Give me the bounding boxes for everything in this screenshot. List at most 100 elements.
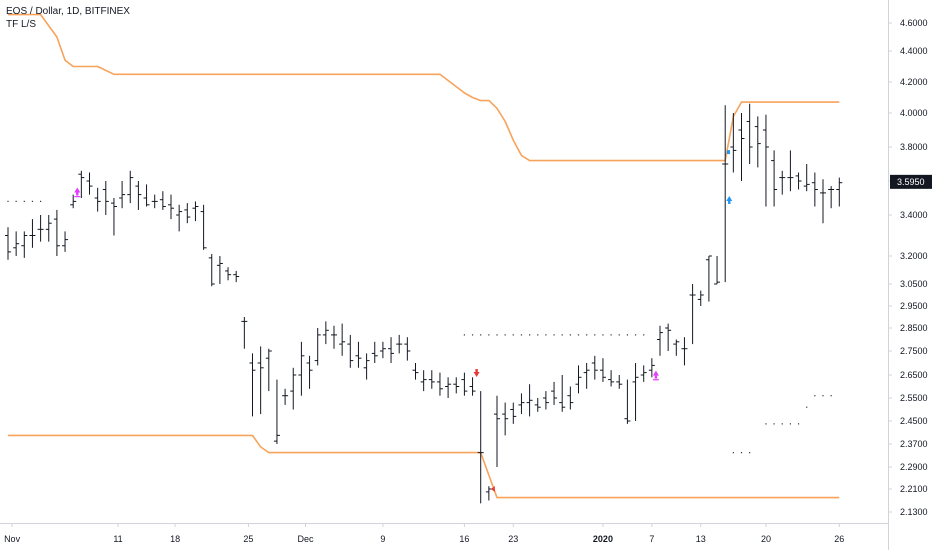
time-tick-label: 11 [113,534,122,544]
price-tick: 2.3700 [888,439,928,449]
time-tick: 2020 [593,523,613,544]
dot-marker [610,334,612,336]
ohlc-bar [445,377,452,398]
ohlc-bar [176,204,183,232]
time-tick: 9 [380,523,385,544]
ohlc-bar [143,184,150,207]
price-tick-label: 2.3700 [900,439,928,449]
price-axis[interactable]: 4.60004.40004.20004.00003.80003.60003.40… [888,18,928,517]
ohlc-bar [21,231,28,258]
time-tick: 26 [834,523,844,544]
ohlc-bar [453,377,460,394]
sell-arrow-head [473,372,480,377]
ohlc-bar [371,341,378,363]
indicator-label[interactable]: TF L/S [6,19,37,30]
price-tick-label: 2.8500 [900,323,928,333]
upper-stop-line [8,13,840,162]
dot-marker [765,423,767,425]
ohlc-bar [485,486,492,501]
ohlc-bar [241,317,248,349]
dot-marker [569,334,571,336]
long-signal-icon [726,196,733,204]
long-arrow-stem [728,201,731,204]
ohlc-bar [616,375,623,389]
last-price-label: 3.5950 [897,177,925,187]
dot-marker [626,334,628,336]
dot-marker [23,200,25,202]
ohlc-bar [811,172,818,207]
ohlc-bar [265,348,272,392]
ohlc-bar [151,194,158,209]
dot-marker [529,334,531,336]
ohlc-bar [542,391,549,410]
price-tick: 3.8000 [888,142,928,152]
ohlc-bar [673,339,680,356]
ohlc-bar [192,201,199,222]
dot-marker [512,334,514,336]
dot-marker [545,334,547,336]
sell-arrow-stem [475,369,478,372]
dot-marker [789,423,791,425]
price-tick-label: 2.7500 [900,346,928,356]
ohlc-bar [803,164,810,192]
ohlc-bar [494,395,500,467]
ohlc-bar [249,353,256,417]
price-tick: 2.5500 [888,393,928,403]
ohlc-bar [624,379,631,424]
time-tick-label: 23 [508,534,518,544]
time-tick: Nov [4,523,21,544]
ohlc-bar [461,372,468,396]
price-tick-label: 2.2900 [900,462,928,472]
time-tick-label: 25 [243,534,253,544]
price-tick: 3.0500 [888,279,928,289]
time-tick: 13 [696,523,706,544]
ohlc-bar [13,231,20,256]
ohlc-bar [640,365,647,382]
price-tick: 4.6000 [888,18,928,28]
price-tick: 2.2100 [888,484,928,494]
buy-arrow-head [74,187,81,193]
dot-marker [634,334,637,336]
time-tick: 20 [761,523,771,544]
price-tick: 2.9500 [888,301,928,311]
ohlc-bar [714,256,721,285]
time-tick-label: 16 [459,534,469,544]
price-tick-label: 4.4000 [900,46,928,56]
price-tick-label: 3.2000 [900,251,928,261]
price-tick-label: 2.5500 [900,393,928,403]
ohlc-bar [771,150,778,207]
ohlc-bar [559,375,566,412]
ohlc-bar [127,170,134,204]
dot-marker [806,406,808,408]
time-tick-label: 2020 [593,534,613,544]
ohlc-bar [526,384,533,417]
ohlc-bar [746,103,753,164]
ohlc-bar [257,346,264,415]
ohlc-bar [420,370,427,392]
ohlc-bar [282,388,289,405]
ohlc-bar [159,191,166,210]
buy-signal-icon [652,370,659,381]
ohlc-bar [200,204,207,250]
price-tick-label: 2.1300 [900,507,928,517]
dot-marker [781,423,783,425]
ohlc-bar [355,341,362,368]
ohlc-bar [828,186,835,209]
price-tick: 2.2900 [888,462,928,472]
dot-marker [814,395,816,397]
dot-marker [496,334,498,336]
ohlc-bar [37,215,44,242]
ohlc-bar [331,325,337,349]
price-tick-label: 4.0000 [900,108,928,118]
ohlc-bar [347,334,354,368]
time-tick: 16 [459,523,469,544]
ohlc-bar [795,172,802,190]
dot-marker [643,334,645,336]
time-axis[interactable]: Nov 11 18 25 Dec 9 16 23 2020 7 13 20 26 [4,523,844,544]
time-tick-label: 26 [834,534,844,544]
chart-title: EOS / Dollar, 1D, BITFINEX [6,6,130,17]
dot-marker [480,334,482,336]
ohlc-bar [363,353,370,380]
time-tick-label: 13 [696,534,706,544]
ohlc-bar [583,363,590,389]
